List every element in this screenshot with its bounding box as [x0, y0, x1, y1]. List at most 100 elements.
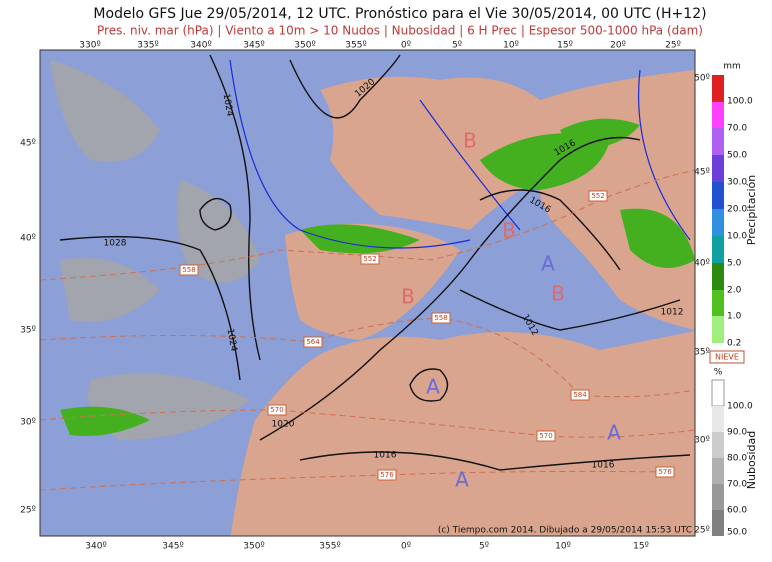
- thickness-lines: [40, 169, 695, 491]
- swatch: [712, 290, 724, 316]
- latitude-label: 25º: [694, 526, 710, 536]
- thickness-box: [360, 253, 380, 265]
- longitude-label: 15º: [557, 41, 573, 51]
- longitude-label: 345º: [162, 542, 183, 552]
- legend-level: 2.0: [727, 286, 742, 296]
- thickness-label: 552: [363, 255, 376, 263]
- cloud: [50, 60, 260, 440]
- latitude-label: 40º: [20, 234, 36, 244]
- longitude-label: 25º: [665, 41, 681, 51]
- isobars: [59, 54, 691, 471]
- longitude-label: 340º: [85, 542, 106, 552]
- latitude-label: 30º: [20, 418, 36, 428]
- snow-box: [709, 350, 745, 364]
- longitude-label: 15º: [633, 542, 649, 552]
- swatch: [712, 263, 724, 290]
- france: [320, 76, 547, 231]
- legend-title: Nubosidad: [745, 431, 758, 489]
- thickness-label: 584: [573, 391, 587, 399]
- swatch: [712, 155, 724, 182]
- thickness-label: 570: [270, 406, 283, 414]
- latitude-label: 50º: [694, 74, 710, 84]
- legend: mm 100.0 70.0 50.0 30.0 20.0 10.0 5.0 2.0 1.0 0.2 P…: [709, 62, 758, 538]
- thickness-label: 570: [539, 432, 552, 440]
- thickness-box: [655, 466, 675, 478]
- legend-level: 50.0: [727, 151, 747, 161]
- longitude-label: 335º: [137, 41, 158, 51]
- legend-level: 70.0: [727, 480, 747, 490]
- swatch: [712, 406, 724, 432]
- swatch: [712, 128, 724, 155]
- map-frame: [39, 49, 696, 537]
- longitude-label: 0º: [401, 41, 411, 51]
- latitude-label: 45º: [694, 168, 710, 178]
- legend-level: 10.0: [727, 232, 747, 242]
- thickness-label: 558: [182, 266, 195, 274]
- swatch: [712, 484, 724, 510]
- thickness-label: 564: [306, 338, 320, 346]
- isobar-label: 1016: [374, 451, 397, 461]
- isobar-label: 1024: [221, 93, 235, 118]
- legend-level: 30.0: [727, 178, 747, 188]
- thickness-label: 576: [658, 468, 672, 476]
- swatch: [712, 236, 724, 263]
- pressure-center: A: [541, 252, 555, 276]
- longitude-label: 340º: [190, 41, 211, 51]
- pressure-center: A: [455, 468, 469, 492]
- snow-label: NIEVE: [715, 353, 739, 362]
- thickness-box: [377, 469, 397, 481]
- swatch: [712, 458, 724, 484]
- latitude-label: 30º: [694, 436, 710, 446]
- legend-level: 5.0: [727, 259, 742, 269]
- pressure-center: A: [607, 421, 621, 445]
- longitude-label: 355º: [345, 41, 366, 51]
- swatch: [712, 209, 724, 236]
- legend-level: 90.0: [727, 428, 747, 438]
- swatch: [712, 432, 724, 458]
- latitude-label: 40º: [694, 259, 710, 269]
- longitude-label: 10º: [503, 41, 519, 51]
- isobar-label: 1012: [661, 308, 684, 318]
- legend-level: 100.0: [727, 97, 753, 107]
- longitude-label: 350º: [243, 542, 264, 552]
- longitude-label: 5º: [479, 542, 489, 552]
- legend-title: Precipitación: [745, 175, 758, 246]
- longitude-label: 20º: [610, 41, 626, 51]
- thickness-label: 558: [434, 314, 447, 322]
- thickness-box: [588, 190, 608, 202]
- longitude-label: 355º: [319, 542, 340, 552]
- thickness-box: [179, 264, 199, 276]
- legend-level: 80.0: [727, 454, 747, 464]
- credit: (c) Tiempo.com 2014. Dibujado a 29/05/20…: [438, 526, 692, 536]
- pressure-center: B: [551, 282, 565, 306]
- subtitle: Pres. niv. mar (hPa) | Viento a 10m > 10…: [97, 24, 703, 38]
- pressure-center: B: [463, 129, 477, 153]
- thickness-label: 552: [591, 192, 604, 200]
- pressure-center: A: [426, 375, 440, 399]
- swatch: [712, 182, 724, 209]
- legend-level: 50.0: [727, 528, 747, 538]
- latitude-label: 45º: [20, 139, 36, 149]
- legend-level: 60.0: [727, 506, 747, 516]
- legend-level: 100.0: [727, 402, 753, 412]
- legend-unit: %: [714, 368, 723, 378]
- isobar-label: 1016: [592, 461, 615, 471]
- legend-level: 0.2: [727, 339, 741, 349]
- swatch: [712, 75, 724, 102]
- legend-unit: mm: [723, 62, 741, 72]
- longitude-label: 345º: [243, 41, 264, 51]
- longitude-label: 5º: [452, 41, 462, 51]
- title: Modelo GFS Jue 29/05/2014, 12 UTC. Pronó…: [93, 6, 706, 22]
- legend-level: 70.0: [727, 124, 747, 134]
- latitude-label: 25º: [20, 506, 36, 516]
- pressure-center: B: [401, 285, 415, 309]
- map: [39, 49, 696, 537]
- snow-line: [229, 59, 691, 249]
- isobar-label: 1028: [104, 239, 127, 249]
- latitude-label: 35º: [694, 348, 710, 358]
- thickness-box: [431, 312, 451, 324]
- thickness-box: [303, 336, 323, 348]
- swatch: [711, 379, 725, 407]
- swatch: [712, 510, 724, 536]
